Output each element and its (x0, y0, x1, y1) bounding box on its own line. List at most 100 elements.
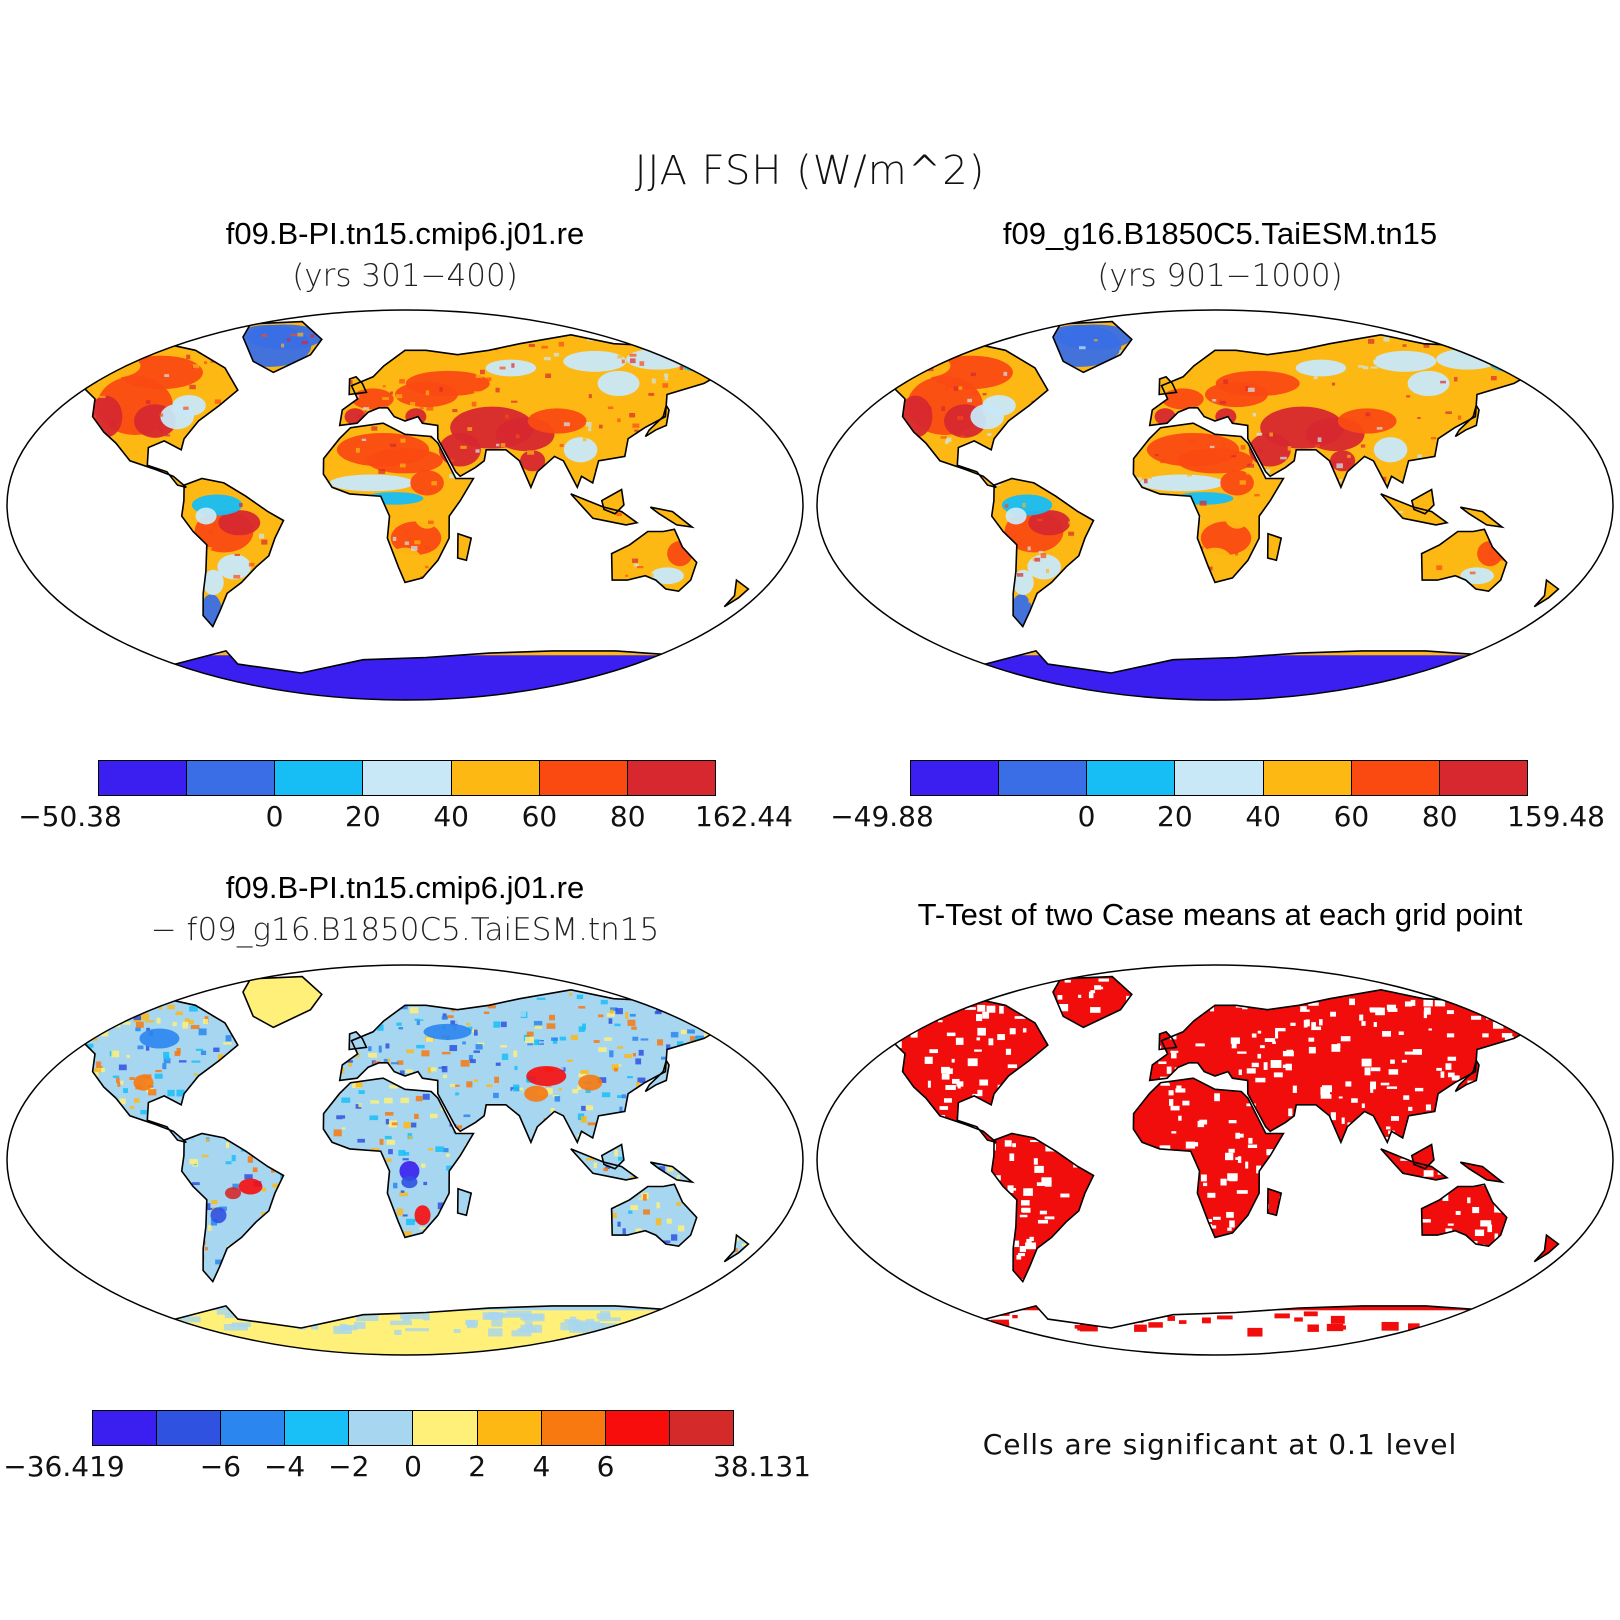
panel1-colorbar (98, 760, 716, 796)
colorbar-tick-label: 0 (404, 1450, 422, 1483)
coastline-madagascar (456, 1187, 473, 1217)
colorbar-cell (669, 1411, 733, 1445)
coastline-indonesia (1380, 493, 1449, 526)
colorbar-tick-label: −50.38 (18, 800, 122, 833)
colorbar-tick-label: 0 (265, 800, 284, 833)
panel3-title: f09.B-PI.tn15.cmip6.j01.re (225, 870, 585, 905)
colorbar-cell (999, 761, 1088, 795)
colorbar-cell (911, 761, 1000, 795)
coastline-eurasia (338, 988, 740, 1145)
colorbar-cell (99, 761, 188, 795)
coastline-eurasia (1148, 333, 1550, 490)
coastline-new-zealand (1533, 578, 1560, 608)
coastline-australia (610, 528, 698, 593)
colorbar-tick-label: 159.48 (1507, 800, 1605, 833)
coastline-new-guinea (1459, 1161, 1505, 1184)
panel2-title: f09_g16.B1850C5.TaiESM.tn15 (1002, 216, 1438, 251)
map-border (816, 309, 1614, 701)
coastline-africa (322, 422, 475, 584)
colorbar-tick-label: 0 (1077, 800, 1096, 833)
colorbar-tick-label: 80 (609, 800, 646, 833)
coastline-africa (322, 1077, 475, 1239)
colorbar-cell (413, 1411, 478, 1445)
coastline-australia (610, 1183, 698, 1248)
colorbar-cell (93, 1411, 158, 1445)
coastline-borneo-ng (600, 1143, 625, 1170)
colorbar-tick-label: 162.44 (695, 800, 793, 833)
colorbar-cell (627, 761, 715, 795)
colorbar-cell (541, 1411, 606, 1445)
coastline-new-zealand (1533, 1233, 1560, 1263)
coastline-madagascar (456, 532, 473, 562)
colorbar-tick-label: −2 (328, 1450, 370, 1483)
coastline-north-america (821, 342, 1049, 489)
panel3-subtitle: − f09_g16.B1850C5.TaiESM.tn15 (150, 912, 660, 948)
colorbar-cell (285, 1411, 350, 1445)
colorbar-cell (477, 1411, 542, 1445)
coastline-japan (644, 1058, 670, 1093)
panel4-note: Cells are significant at 0.1 level (982, 1428, 1458, 1461)
coastline-new-zealand (723, 578, 750, 608)
colorbar-cell (275, 761, 364, 795)
colorbar-cell (605, 1411, 670, 1445)
colorbar-tick-label: 40 (1245, 800, 1281, 833)
coastline-greenland (242, 320, 323, 374)
panel3-map (6, 964, 804, 1356)
coastline-uk (348, 375, 368, 396)
colorbar-cell (187, 761, 276, 795)
coastline-uk (1158, 1030, 1178, 1051)
coastline-africa (1132, 422, 1285, 584)
panel3-colorbar-ticks: −36.419 −6 −4 −2 0 2 4 6 38.131 (3, 1450, 811, 1486)
colorbar-tick-label: −49.88 (830, 800, 934, 833)
panel4-title: T-Test of two Case means at each grid po… (917, 897, 1523, 932)
coastline-north-america (11, 997, 239, 1144)
coastline-borneo-ng (1410, 488, 1435, 515)
colorbar-tick-label: −4 (263, 1450, 306, 1483)
coastline-new-zealand (723, 1233, 750, 1263)
coastline-madagascar (1266, 532, 1283, 562)
coastline-japan (1454, 1058, 1480, 1093)
colorbar-cell (349, 1411, 414, 1445)
coastline-south-america (990, 1132, 1095, 1284)
coastline-borneo-ng (1410, 1143, 1435, 1170)
coastline-north-america (821, 997, 1049, 1144)
coastline-indonesia (1380, 1148, 1449, 1181)
colorbar-tick-label: 2 (468, 1450, 487, 1483)
colorbar-tick-label: 38.131 (713, 1450, 811, 1483)
coastline-japan (644, 403, 670, 438)
panel2-subtitle: (yrs 901−1000) (1097, 258, 1343, 294)
panel2-map (816, 309, 1614, 701)
coastline-south-america (180, 1132, 285, 1284)
coastline-greenland (1052, 320, 1133, 374)
map-border (6, 964, 804, 1356)
colorbar-cell (1175, 761, 1264, 795)
coastline-uk (348, 1030, 368, 1051)
panel1-map (6, 309, 804, 701)
coastline-madagascar (1266, 1187, 1283, 1217)
colorbar-tick-label: −36.419 (3, 1450, 125, 1483)
coastline-new-guinea (649, 1161, 695, 1184)
coastline-eurasia (338, 333, 740, 490)
colorbar-tick-label: −6 (199, 1450, 242, 1483)
map-border (6, 309, 804, 701)
colorbar-tick-label: 20 (1157, 800, 1193, 833)
colorbar-tick-label: 40 (433, 800, 469, 833)
coastline-north-america (11, 342, 239, 489)
panel3-colorbar (92, 1410, 734, 1446)
coastline-greenland (1052, 975, 1133, 1029)
colorbar-cell (1351, 761, 1440, 795)
coastline-indonesia (570, 1148, 639, 1181)
panel1-subtitle: (yrs 301−400) (292, 258, 518, 294)
panel2-colorbar-ticks: −49.88 0 20 40 60 80 159.48 (830, 800, 1605, 836)
coastline-australia (1420, 1183, 1508, 1248)
colorbar-cell (539, 761, 628, 795)
coastline-australia (1420, 528, 1508, 593)
map-border (816, 964, 1614, 1356)
colorbar-cell (451, 761, 540, 795)
panel2-colorbar (910, 760, 1528, 796)
coastline-uk (1158, 375, 1178, 396)
coastline-greenland (242, 975, 323, 1029)
colorbar-tick-label: 6 (596, 1450, 615, 1483)
colorbar-cell (1087, 761, 1176, 795)
coastline-new-guinea (1459, 506, 1505, 529)
